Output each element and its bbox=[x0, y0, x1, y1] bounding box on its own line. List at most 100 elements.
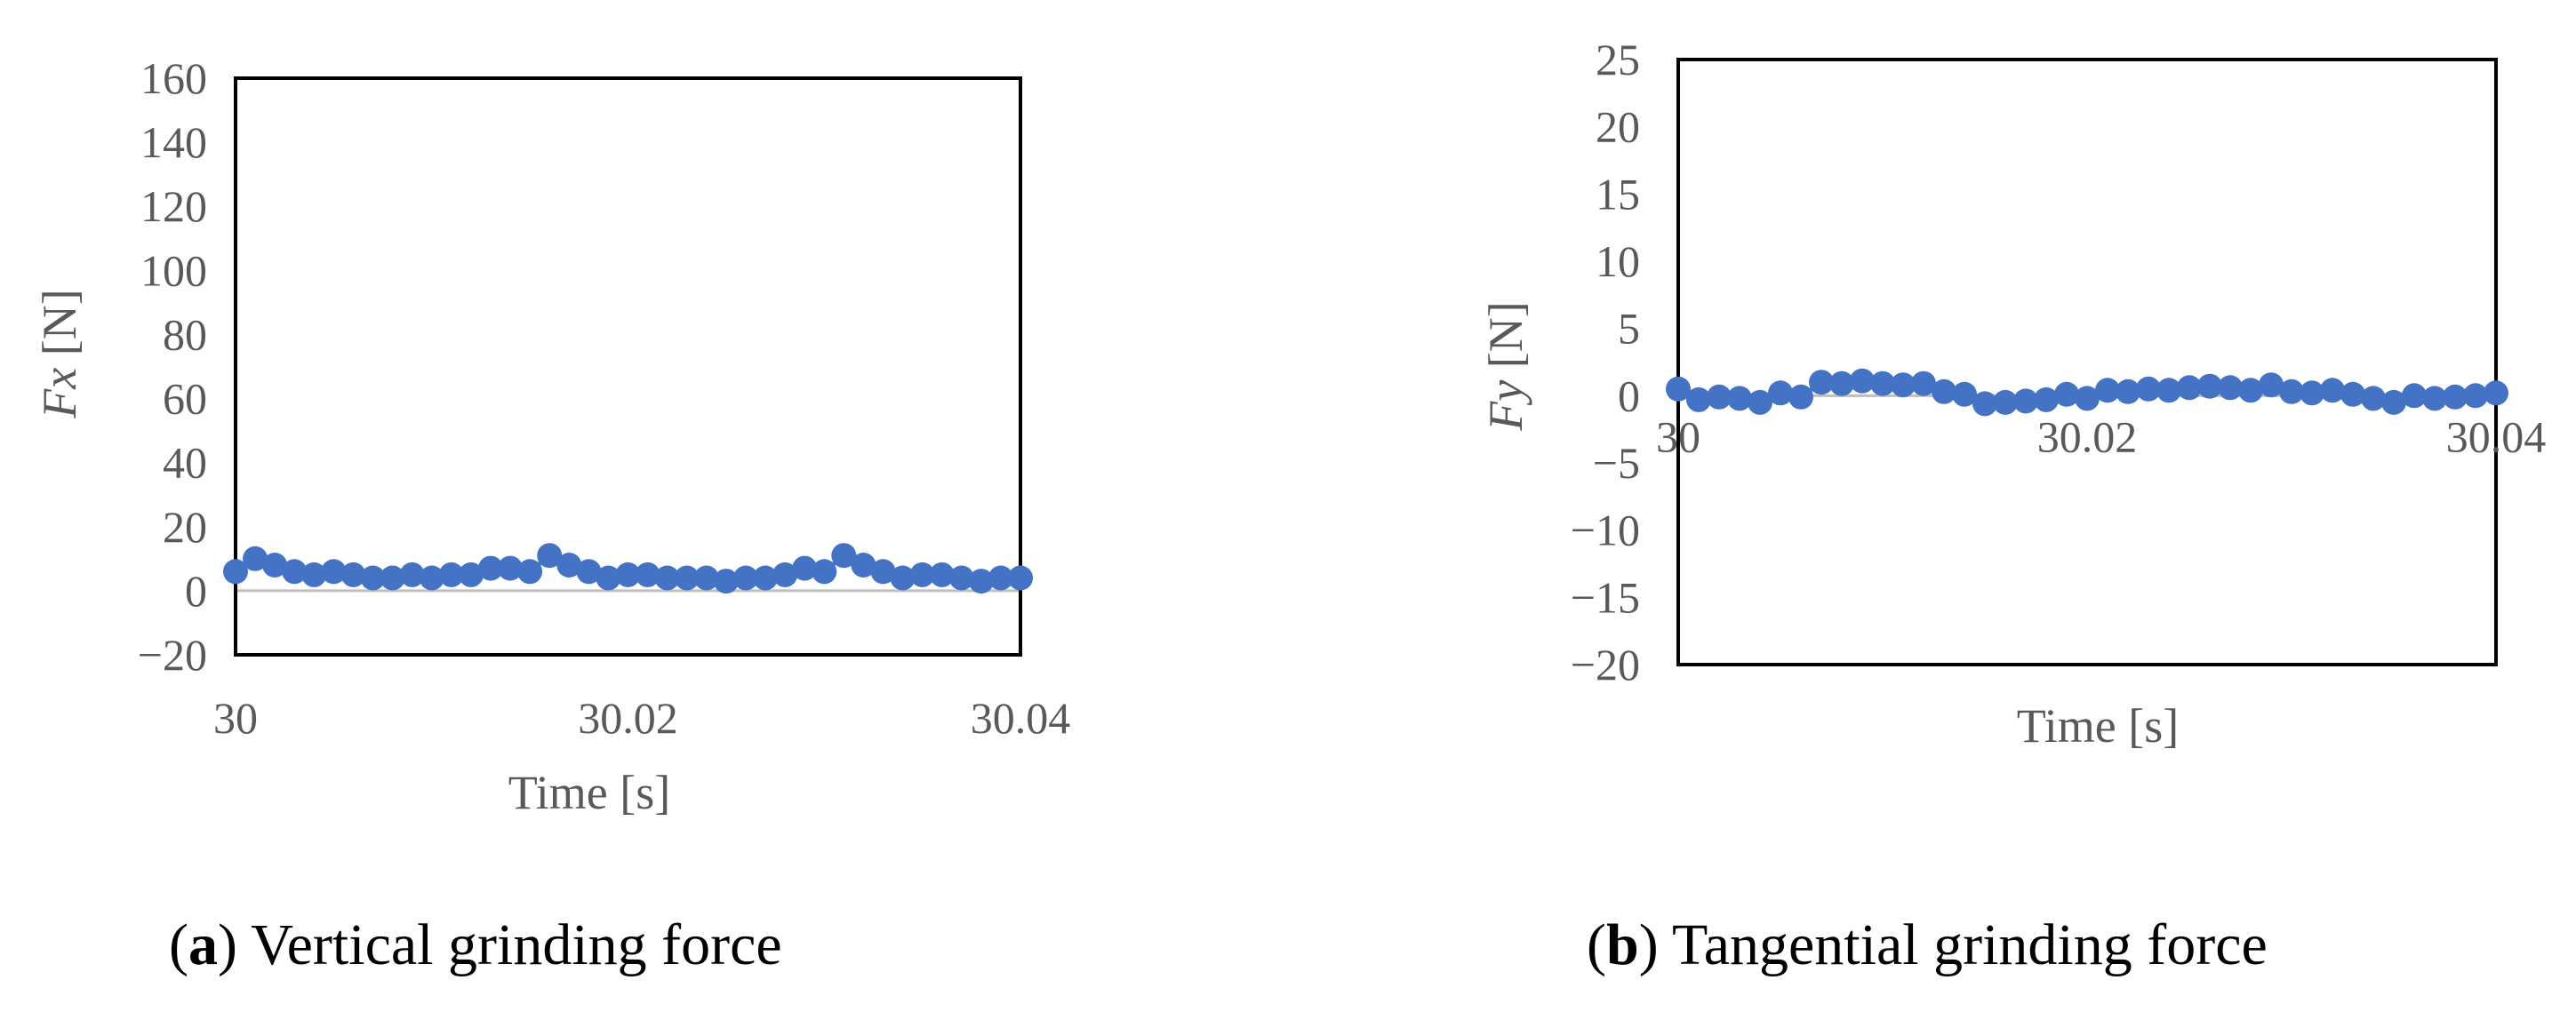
panel-b-data-point bbox=[1993, 389, 2018, 415]
panel-a-data-point bbox=[360, 565, 386, 591]
panel-a-data-point bbox=[438, 562, 464, 587]
panel-a-y-tick-label: 20 bbox=[163, 502, 207, 552]
panel-b-data-point bbox=[2218, 375, 2243, 401]
panel-b-y-ticks: 25 20 15 10 5 0 −5 −10 −15 −20 bbox=[1571, 35, 1640, 689]
panel-a-y-tick-label: 140 bbox=[140, 117, 207, 167]
panel-a-data-point bbox=[1008, 565, 1033, 591]
panel-a-data-point bbox=[223, 559, 248, 585]
panel-b-y-tick-label: −20 bbox=[1571, 640, 1640, 689]
panel-b-data-point bbox=[2402, 383, 2427, 409]
panel-a-vertical-grinding-force: 160 140 120 100 80 60 40 20 0 −20 30 30.02 30.04 Ti… bbox=[33, 53, 1070, 977]
panel-a-data-point bbox=[635, 562, 660, 587]
panel-a-plot-frame bbox=[234, 76, 1022, 657]
panel-a-y-tick-label: −20 bbox=[138, 630, 207, 680]
panel-b-data-point bbox=[1911, 371, 1936, 396]
panel-a-data-point bbox=[772, 562, 798, 587]
panel-b-data-point bbox=[2054, 381, 2079, 407]
panel-a-data-point bbox=[556, 553, 582, 578]
panel-b-data-point bbox=[2463, 383, 2488, 409]
panel-a-data-point bbox=[890, 565, 916, 591]
panel-b-data-point bbox=[1727, 386, 1752, 411]
panel-b-tangential-grinding-force: 25 20 15 10 5 0 −5 −10 −15 −20 30 30.02 30.04 Time … bbox=[1479, 35, 2546, 977]
panel-b-x-tick-label: 30.02 bbox=[2037, 411, 2138, 461]
panel-b-data-point bbox=[1686, 386, 1711, 412]
panel-b-data-point bbox=[1870, 371, 1895, 396]
panel-b-data-point bbox=[1829, 371, 1854, 396]
panel-b-y-axis-unit: [N] bbox=[1479, 301, 1532, 379]
panel-a-y-tick-label: 60 bbox=[163, 374, 207, 424]
panel-b-x-tick-label: 30.04 bbox=[2446, 411, 2547, 461]
panel-b-data-point bbox=[1788, 384, 1813, 410]
panel-a-y-tick-label: 100 bbox=[140, 245, 207, 295]
panel-a-data-point bbox=[301, 562, 327, 587]
panel-b-x-tick-label: 30 bbox=[1656, 411, 1700, 461]
panel-a-data-point bbox=[596, 565, 621, 591]
panel-b-y-tick-label: −5 bbox=[1593, 438, 1640, 488]
panel-b-y-tick-label: 10 bbox=[1596, 236, 1640, 286]
panel-b-data-point bbox=[1891, 372, 1916, 398]
panel-b-data-point bbox=[2075, 386, 2100, 411]
panel-a-data-point bbox=[713, 569, 739, 594]
panel-a-y-axis-var: Fx bbox=[33, 368, 86, 419]
panel-b-x-ticks: 30 30.02 30.04 bbox=[1656, 411, 2546, 461]
panel-b-caption-tag: b bbox=[1606, 912, 1639, 977]
panel-a-x-tick-label: 30 bbox=[213, 693, 258, 743]
panel-a-data-point bbox=[753, 565, 778, 591]
panel-a-data-point bbox=[615, 562, 641, 587]
panel-b-data-point bbox=[2013, 388, 2038, 414]
panel-b-data-point bbox=[2279, 379, 2304, 404]
panel-a-x-tick-label: 30.02 bbox=[578, 693, 678, 743]
panel-b-data-point bbox=[2484, 380, 2508, 406]
panel-a-caption: (a) Vertical grinding force bbox=[169, 912, 782, 977]
panel-a-y-ticks: 160 140 120 100 80 60 40 20 0 −20 bbox=[138, 53, 207, 680]
panel-b-data-point bbox=[2259, 372, 2284, 398]
panel-a-data-point bbox=[458, 562, 484, 587]
panel-b-data-point bbox=[2320, 378, 2345, 403]
panel-a-data-point bbox=[478, 555, 503, 581]
panel-b-plot-frame bbox=[1676, 58, 2498, 666]
panel-a-y-tick-label: 80 bbox=[163, 309, 207, 359]
panel-a-data-point bbox=[851, 553, 876, 578]
panel-b-marks bbox=[1666, 58, 2508, 666]
panel-a-data-point bbox=[733, 565, 758, 591]
panel-b-data-point bbox=[2238, 378, 2263, 403]
panel-a-data-point bbox=[537, 543, 563, 569]
panel-a-y-tick-label: 0 bbox=[185, 566, 207, 616]
panel-b-data-point bbox=[1768, 380, 1793, 406]
panel-b-data-point bbox=[2443, 384, 2468, 410]
panel-a-data-point bbox=[282, 559, 308, 585]
panel-b-y-tick-label: 0 bbox=[1618, 371, 1640, 420]
panel-b-data-point bbox=[1952, 381, 1977, 407]
panel-a-caption-text: Vertical grinding force bbox=[251, 912, 781, 977]
panel-b-data-point bbox=[2156, 378, 2181, 403]
panel-b-data-point bbox=[2177, 375, 2202, 401]
panel-b-caption: (b) Tangential grinding force bbox=[1587, 912, 2268, 977]
panel-a-data-point bbox=[243, 546, 268, 571]
panel-b-data-point bbox=[2197, 373, 2222, 399]
panel-a-data-point bbox=[498, 555, 523, 581]
panel-a-data-point bbox=[792, 555, 818, 581]
panel-b-data-point bbox=[1932, 379, 1956, 404]
panel-a-x-ticks: 30 30.02 30.04 bbox=[213, 693, 1070, 743]
panel-b-data-point bbox=[2095, 378, 2120, 403]
panel-a-y-tick-label: 120 bbox=[140, 181, 207, 231]
panel-b-y-axis-var: Fy bbox=[1479, 380, 1532, 432]
panel-a-data-point bbox=[929, 562, 955, 587]
panel-b-y-tick-label: 20 bbox=[1596, 102, 1640, 152]
panel-b-caption-text: Tangential grinding force bbox=[1672, 912, 2268, 977]
panel-a-y-tick-label: 40 bbox=[163, 438, 207, 488]
panel-b-data-point bbox=[1972, 391, 1997, 417]
panel-b-data-point bbox=[2116, 379, 2140, 404]
panel-a-data-point bbox=[948, 565, 974, 591]
panel-a-y-tick-label: 160 bbox=[140, 53, 207, 103]
panel-a-data-point bbox=[380, 565, 405, 591]
panel-a-data-point bbox=[517, 559, 543, 585]
panel-a-data-point bbox=[654, 565, 680, 591]
panel-a-data-point bbox=[968, 569, 994, 594]
panel-a-x-tick-label: 30.04 bbox=[971, 693, 1071, 743]
panel-b-y-tick-label: 15 bbox=[1596, 169, 1640, 219]
panel-b-x-axis-title: Time [s] bbox=[2017, 699, 2180, 753]
panel-a-x-axis-title: Time [s] bbox=[508, 766, 671, 819]
panel-b-data-point bbox=[2034, 386, 2059, 412]
panel-a-data-point bbox=[576, 559, 602, 585]
